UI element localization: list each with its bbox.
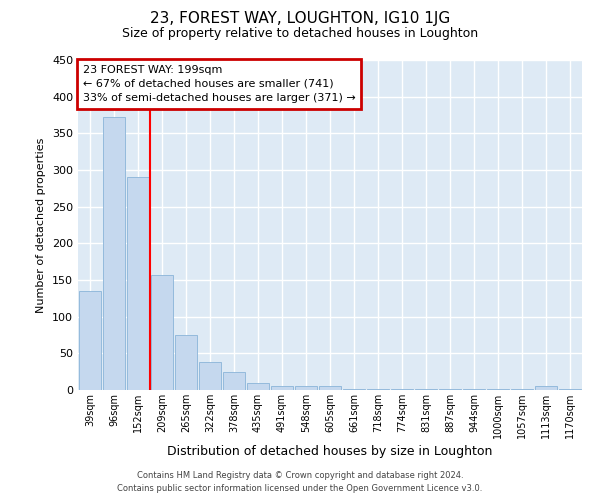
Bar (271, 386, 293, 390)
Bar (295, 386, 317, 390)
Bar (175, 335, 197, 390)
Bar (79, 291, 101, 390)
Bar (127, 178, 149, 390)
Bar (247, 382, 269, 390)
Text: Size of property relative to detached houses in Loughton: Size of property relative to detached ho… (122, 28, 478, 40)
Text: 23, FOREST WAY, LOUGHTON, IG10 1JG: 23, FOREST WAY, LOUGHTON, IG10 1JG (150, 11, 450, 26)
Bar (151, 275, 173, 390)
Bar (319, 386, 341, 390)
X-axis label: Distribution of detached houses by size in Loughton: Distribution of detached houses by size … (167, 445, 493, 458)
Bar (535, 386, 557, 390)
Bar (199, 362, 221, 390)
Y-axis label: Number of detached properties: Number of detached properties (37, 138, 46, 312)
Bar (103, 117, 125, 390)
Bar (343, 388, 365, 390)
Bar (559, 388, 581, 390)
Text: 23 FOREST WAY: 199sqm
← 67% of detached houses are smaller (741)
33% of semi-det: 23 FOREST WAY: 199sqm ← 67% of detached … (83, 65, 356, 103)
Text: Contains HM Land Registry data © Crown copyright and database right 2024.
Contai: Contains HM Land Registry data © Crown c… (118, 472, 482, 493)
Bar (223, 372, 245, 390)
